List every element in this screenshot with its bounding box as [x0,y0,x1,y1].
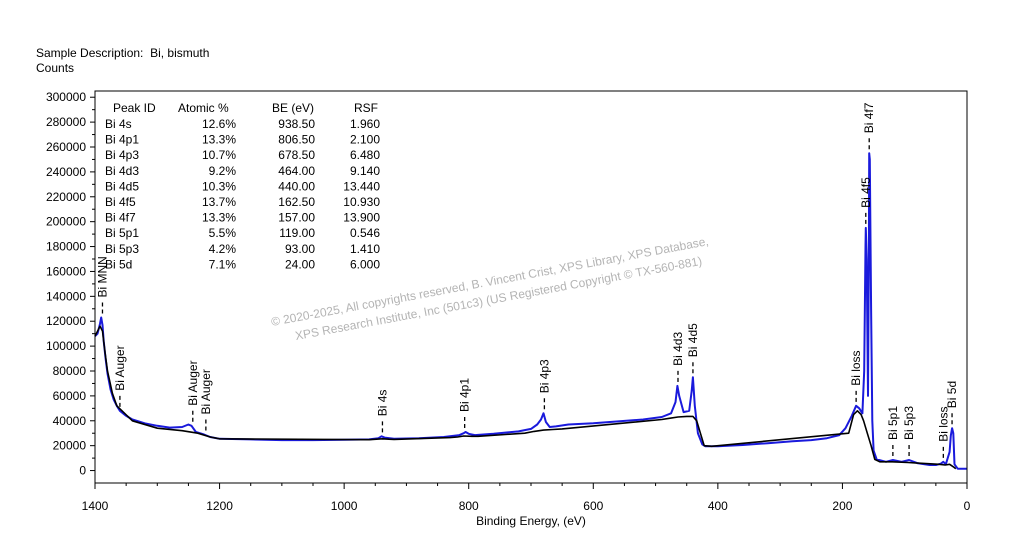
peak-label: Bi loss [936,406,950,441]
peak-table-cell: 24.00 [285,257,315,271]
peak-label: Bi 4d3 [671,332,685,366]
peak-table-cell: 13.7% [202,195,236,209]
peak-table-peak-id: Bi 4f5 [105,195,136,209]
sample-description: Sample Description: Bi, bismuth [36,46,209,60]
y-tick-label: 40000 [53,414,87,428]
peak-label: Bi 4f7 [862,102,876,133]
peak-table-peak-id: Bi 4f7 [105,211,136,225]
y-tick-label: 0 [79,464,86,478]
y-tick-label: 260000 [46,140,86,154]
peak-table-cell: 464.00 [278,164,315,178]
peak-table-cell: 440.00 [278,179,315,193]
y-tick-label: 60000 [53,389,87,403]
peak-table-peak-id: Bi 4d5 [105,179,139,193]
peak-table-cell: 1.960 [350,117,380,131]
peak-label: Bi 5d [945,381,959,408]
y-tick-label: 140000 [46,289,86,303]
peak-table-cell: 2.100 [350,133,380,147]
peak-table-cell: 9.140 [350,164,380,178]
peak-table: Peak ID Atomic % BE (eV) RSF Bi 4s 12.6% 938.5… [105,101,380,271]
peak-label: Bi 4p3 [537,359,551,393]
y-tick-label: 120000 [46,314,86,328]
peak-table-cell: 93.00 [285,242,315,256]
peak-label: Bi 4s [375,390,389,417]
y-tick-label: 300000 [46,90,86,104]
peak-table-cell: 119.00 [279,226,315,240]
series-spectrum [94,152,967,470]
peak-table-cell: 6.480 [350,148,380,162]
peak-table-cell: 4.2% [209,242,237,256]
y-tick-label: 80000 [53,364,87,378]
series-layer [94,152,967,470]
x-tick-label: 600 [583,499,603,513]
peak-table-peak-id: Bi 4d3 [105,164,139,178]
peak-table-cell: 6.000 [350,257,380,271]
peak-table-cell: 12.6% [202,117,236,131]
peak-table-cell: 162.50 [278,195,315,209]
peak-label: Bi Auger [113,345,127,390]
peak-table-header: BE (eV) [272,101,314,115]
peak-label: Bi 4d5 [686,323,700,357]
y-tick-label: 200000 [46,215,86,229]
series-background [94,325,957,470]
peak-table-peak-id: Bi 5d [105,257,132,271]
peak-table-cell: 157.00 [278,211,315,225]
x-axis-title: Binding Energy, (eV) [476,514,586,528]
peak-table-cell: 13.3% [202,133,236,147]
y-tick-label: 220000 [46,190,86,204]
peak-table-header: Atomic % [178,101,229,115]
peak-table-header: RSF [354,101,378,115]
y-tick-label: 100000 [46,339,86,353]
peak-table-peak-id: Bi 4p1 [105,133,139,147]
y-axis-title: Counts [36,61,75,75]
y-tick-label: 20000 [53,439,87,453]
peak-label: Bi Auger [199,369,213,414]
x-tick-label: 1400 [82,499,109,513]
axis-ticks-layer: 0 20000 40000 60000 80000 100000 120000 140000 1… [46,90,971,513]
sample-description-value: Bi, bismuth [150,46,210,60]
peak-table-cell: 5.5% [209,226,237,240]
peak-table-cell: 13.440 [343,179,380,193]
y-tick-label: 280000 [46,115,86,129]
peak-label: Bi 4p1 [458,378,472,412]
peak-table-cell: 678.50 [278,148,315,162]
peak-table-cell: 13.3% [202,211,236,225]
x-tick-label: 1200 [206,499,233,513]
peak-label: Bi loss [849,350,863,385]
peak-table-peak-id: Bi 4p3 [105,148,139,162]
peak-label: Bi Auger [186,360,200,405]
x-tick-label: 200 [832,499,852,513]
peak-table-cell: 806.50 [278,133,315,147]
x-tick-label: 400 [708,499,728,513]
x-tick-label: 800 [459,499,479,513]
peak-table-cell: 10.3% [202,179,236,193]
x-tick-label: 0 [964,499,971,513]
peak-table-cell: 13.900 [343,211,380,225]
peak-table-cell: 10.7% [202,148,236,162]
y-tick-label: 160000 [46,264,86,278]
peak-table-cell: 938.50 [278,117,315,131]
peak-table-header: Peak ID [113,101,156,115]
watermark-line-1: © 2020-2025, All copyrights reserved, B.… [270,234,710,329]
peak-label: Bi 5p1 [886,406,900,440]
y-tick-label: 240000 [46,165,86,179]
peak-table-peak-id: Bi 5p1 [105,226,139,240]
peak-table-peak-id: Bi 5p3 [105,242,139,256]
peak-table-peak-id: Bi 4s [105,117,132,131]
peak-label: Bi 5p3 [902,406,916,440]
x-tick-label: 1000 [331,499,358,513]
plot-frame [94,90,968,484]
sample-description-label: Sample Description: [36,46,144,60]
peak-table-cell: 1.410 [350,242,380,256]
y-tick-label: 180000 [46,240,86,254]
peak-table-cell: 9.2% [209,164,237,178]
peak-label: Bi 4f5 [859,177,873,208]
peak-table-cell: 0.546 [350,226,380,240]
peak-table-cell: 7.1% [209,257,237,271]
peak-table-cell: 10.930 [343,195,380,209]
peak-label: Bi MNN [96,256,110,297]
